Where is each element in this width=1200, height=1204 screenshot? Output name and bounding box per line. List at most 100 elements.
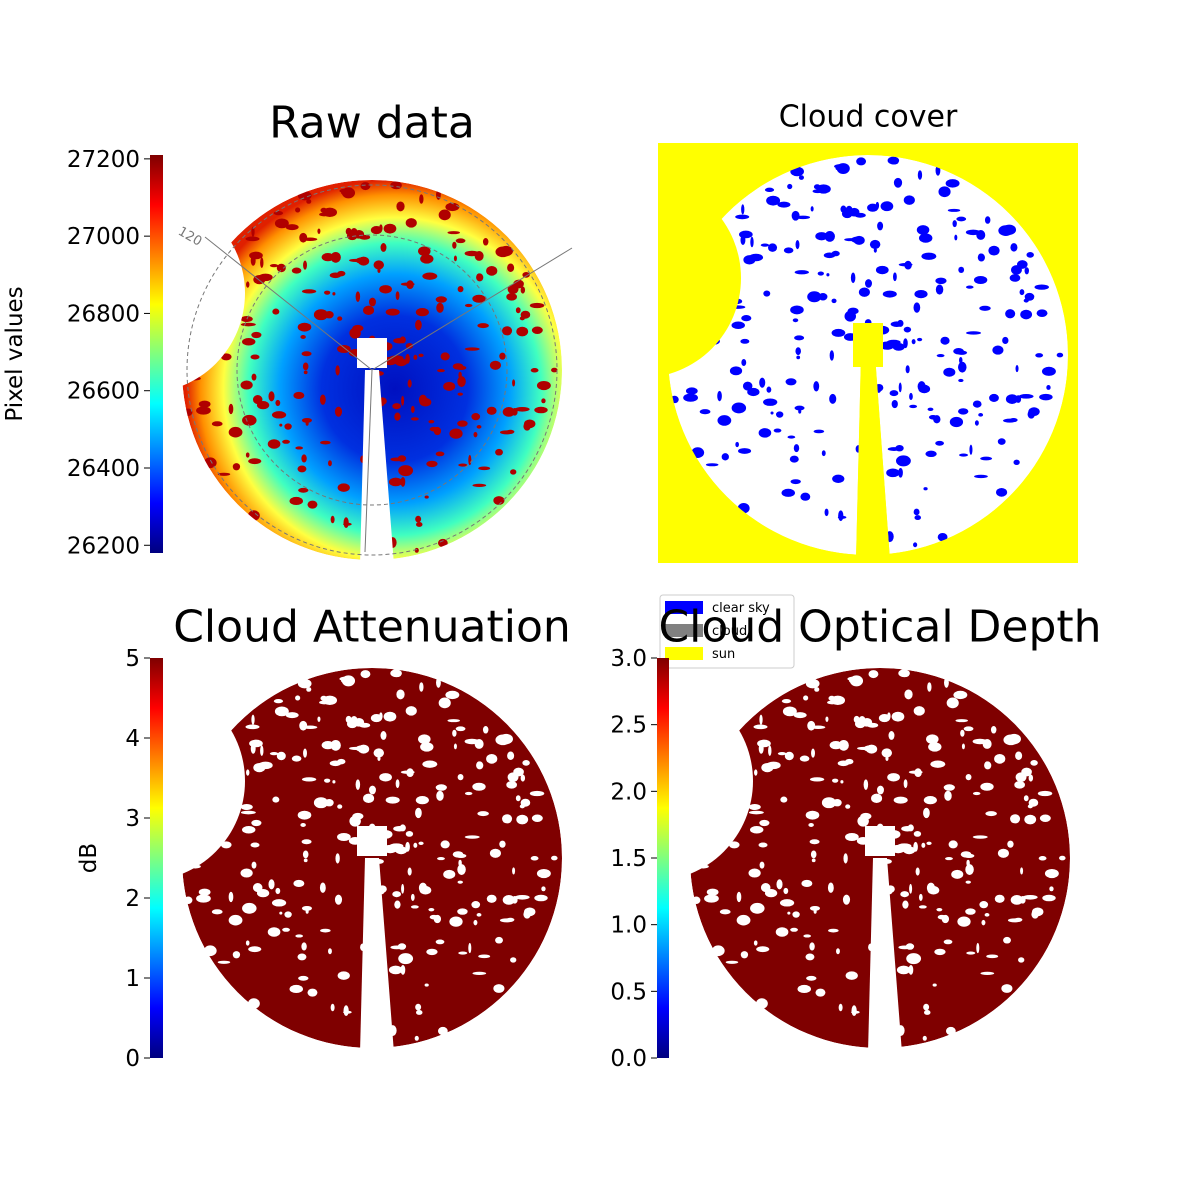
cloud-speck [831,250,840,257]
cloud-speck [969,444,973,455]
cloud-speck [856,157,867,166]
cloud-speck [301,942,307,951]
cloud-speck [1015,365,1019,373]
cloud-speck [889,390,899,397]
cloud-speck [793,444,800,453]
cloud-speck [284,423,292,430]
cloud-speck [410,405,415,413]
cloud-speck [733,792,748,798]
cloud-speck [389,843,404,849]
cloud-speck [250,743,256,754]
cloud-speck [911,339,916,345]
cloud-speck [380,731,387,740]
cloud-speck [520,774,526,782]
cloud-speck [320,440,331,445]
polar-label: 120 [175,224,204,249]
cloud-speck [203,945,217,957]
cloud-speck [715,765,722,769]
cloud-speck [247,998,260,1009]
cloud-speck [455,726,466,732]
cloud-speck [435,296,447,303]
cloud-speck [944,790,952,801]
cloud-speck [379,712,383,720]
colorbar-tick-label: 1 [125,966,140,992]
cloud-speck [452,729,457,737]
cloud-speck [335,853,340,864]
cloud-speck [876,823,884,832]
cloud-speck [522,760,530,766]
cloud-speck [464,303,473,308]
cloud-speck [447,719,460,723]
cloud-speck [766,386,772,393]
cloud-speck [523,910,531,919]
cloud-speck [736,914,751,926]
panel-title: Cloud Attenuation [173,601,571,652]
cloud-speck [272,796,280,803]
cloud-speck [476,425,482,429]
cloud-speck [1027,409,1035,419]
cloud-speck [960,851,972,858]
cloud-speck [945,179,960,188]
cloud-speck [196,894,211,903]
cloud-speck [232,463,241,471]
cloud-speck [240,380,253,390]
cloud-speck [207,765,214,769]
cloud-speck [923,1003,930,1011]
cloud-speck [395,846,408,855]
cloud-speck [440,352,450,361]
cloud-speck [925,450,937,458]
cloud-speck [936,907,943,912]
cloud-speck [794,270,809,275]
cloud-speck [747,387,760,397]
cloud-speck [946,697,959,709]
cloud-speck [324,778,331,783]
cloud-speck [407,379,412,388]
cloud-speck [750,236,754,248]
cloud-speck [401,395,405,406]
cloud-speck [240,804,253,810]
cloud-speck [198,400,211,408]
cloud-speck [400,964,406,975]
cloud-speck [994,894,1005,903]
cloud-speck [515,307,521,314]
cloud-speck [845,833,859,841]
cloud-speck [515,795,521,802]
colorbar-tick-label: 26600 [67,379,140,405]
cloud-speck [388,477,403,487]
cloud-speck [754,769,758,776]
cloud-speck [449,428,463,439]
colorbar-tick-label: 0.0 [610,1046,647,1072]
cloud-speck [251,861,257,869]
cloud-speck [953,690,968,700]
cloud-speck [1018,394,1034,399]
cloud-speck [906,953,922,965]
colorbar [150,155,163,553]
cloud-speck [371,444,379,451]
cloud-speck [269,264,279,268]
colorbar-tick-label: 3.0 [610,646,647,672]
cloud-speck [301,417,312,423]
cloud-speck [242,902,257,914]
cloud-speck [704,894,719,903]
cloud-speck [815,988,826,997]
cloud-speck [447,231,460,235]
cloud-speck [452,851,464,858]
cloud-speck [457,774,464,781]
cloud-speck [777,752,787,756]
cloud-speck [770,411,774,415]
cloud-speck [996,487,1008,497]
cloud-speck [388,1025,397,1036]
cloud-speck [813,429,825,434]
cloud-speck [464,835,480,839]
colorbar-tick-label: 26400 [67,456,140,482]
cloud-speck [787,183,793,190]
cloud-speck [773,428,782,433]
cloud-speck [435,784,447,791]
cloud-speck [887,887,893,895]
cloud-speck [828,928,839,933]
cloud-speck [887,156,900,165]
cloud-speck [988,245,1000,256]
cloud-speck [978,413,984,417]
cloud-speck [516,814,529,825]
cloud-speck [360,182,371,191]
